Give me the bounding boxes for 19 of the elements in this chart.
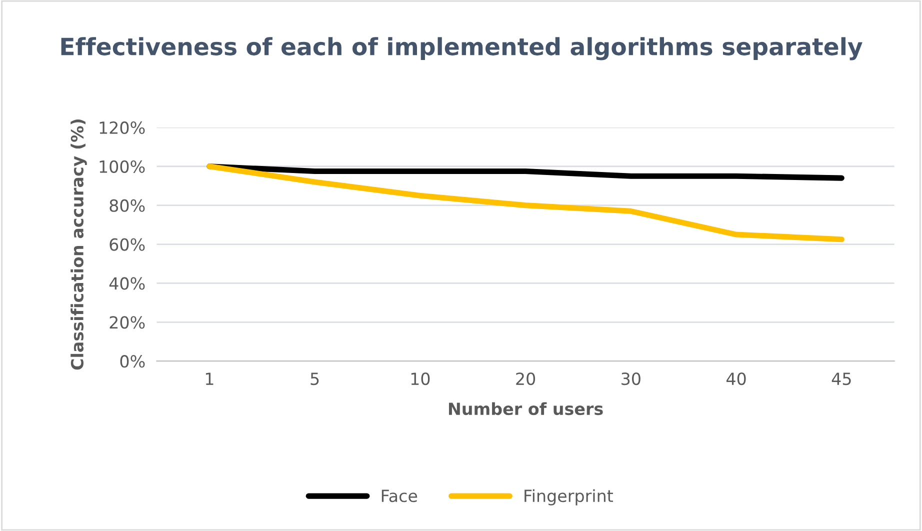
chart-title: Effectiveness of each of implemented algorithms separately (61, 37, 862, 60)
y-tick-label: 80% (110, 199, 145, 212)
x-tick-label: 5 (310, 372, 319, 386)
y-tick-label: 0% (120, 355, 145, 368)
x-tick-label: 40 (726, 372, 746, 386)
y-tick-label: 40% (109, 277, 145, 290)
x-axis-title: Number of users (448, 402, 603, 416)
legend-label: Face (382, 490, 418, 502)
x-tick-label: 20 (516, 372, 536, 386)
x-tick-label: 10 (411, 372, 430, 386)
x-tick-label: 30 (622, 372, 640, 386)
y-axis-title: Classification accuracy (%) (70, 119, 87, 370)
y-tick-label: 20% (110, 316, 145, 329)
y-tick-label: 100% (100, 160, 145, 173)
y-tick-label: 60% (110, 238, 145, 251)
x-tick-label: 1 (206, 372, 214, 385)
legend-label: Fingerprint (524, 489, 613, 506)
x-tick-label: 45 (832, 372, 851, 386)
y-tick-label: 120% (100, 121, 145, 134)
